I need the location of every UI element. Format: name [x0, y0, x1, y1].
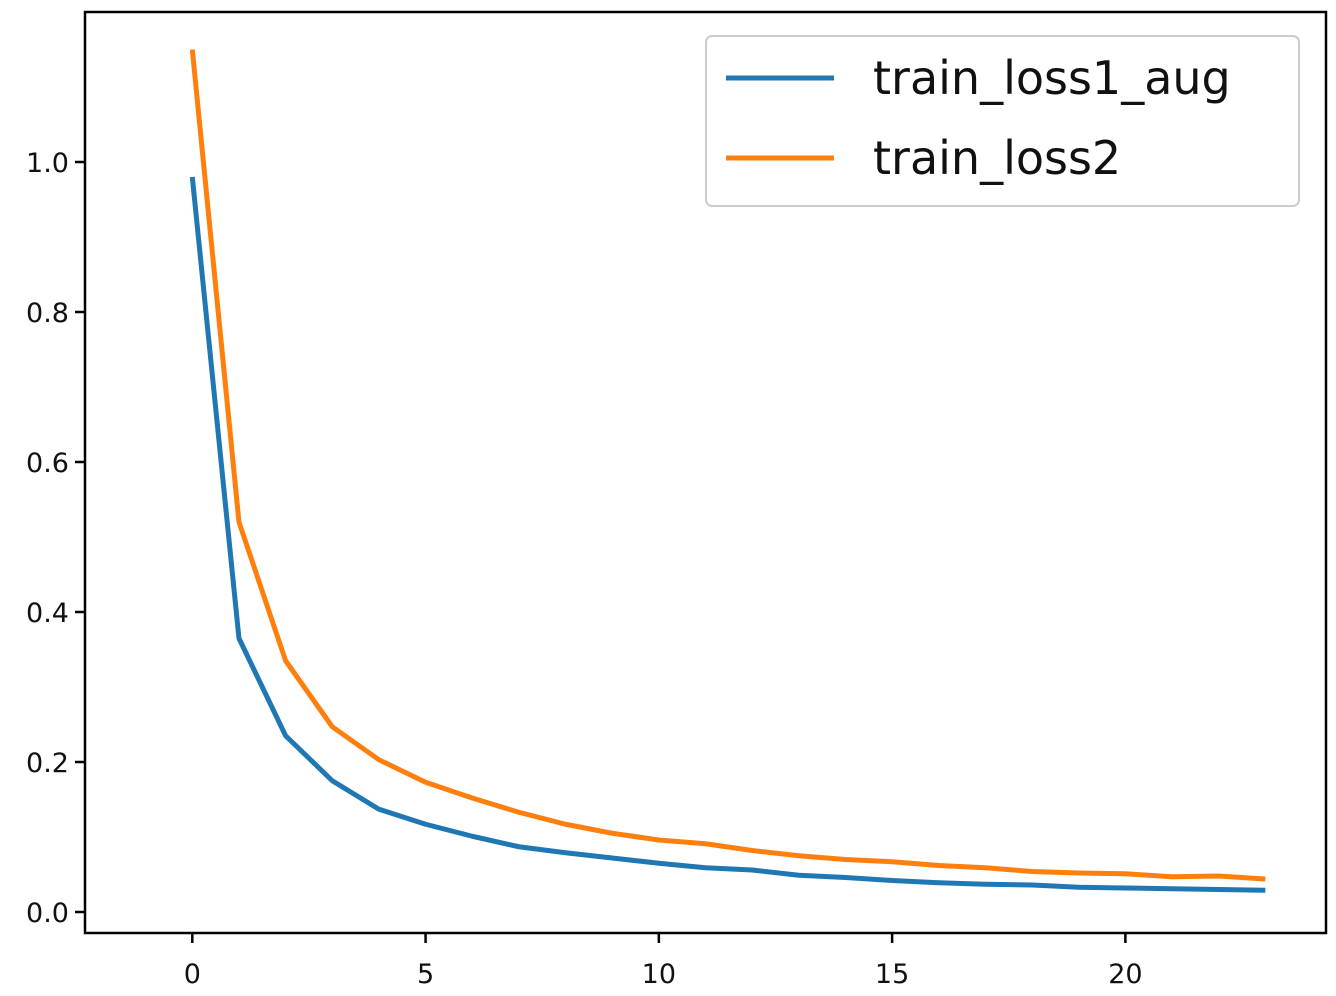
series-line-train-loss1-aug — [189, 176, 1266, 893]
y-axis: 0.0 0.2 0.4 0.6 0.8 1.0 — [26, 148, 85, 929]
y-tick-label: 0.8 — [26, 298, 69, 329]
y-tick-label: 0.2 — [26, 748, 69, 779]
plot-frame — [83, 10, 1328, 935]
x-tick-label: 10 — [642, 959, 676, 990]
x-tick-label: 15 — [875, 959, 909, 990]
series-line-train-loss2 — [189, 49, 1266, 882]
y-tick-label: 0.6 — [26, 448, 69, 479]
x-tick-label: 20 — [1108, 959, 1142, 990]
x-tick-label: 5 — [417, 959, 434, 990]
series-layer — [189, 49, 1266, 893]
legend: train_loss1_aug train_loss2 — [705, 35, 1300, 207]
x-axis: 0 5 10 15 20 — [184, 933, 1143, 990]
y-tick-label: 0.4 — [26, 598, 69, 629]
x-tick-label: 0 — [184, 959, 201, 990]
y-tick-label: 0.0 — [26, 898, 69, 929]
legend-label: train_loss1_aug — [873, 51, 1231, 105]
legend-label: train_loss2 — [873, 131, 1121, 185]
y-tick-label: 1.0 — [26, 148, 69, 179]
legend-box — [705, 35, 1300, 207]
